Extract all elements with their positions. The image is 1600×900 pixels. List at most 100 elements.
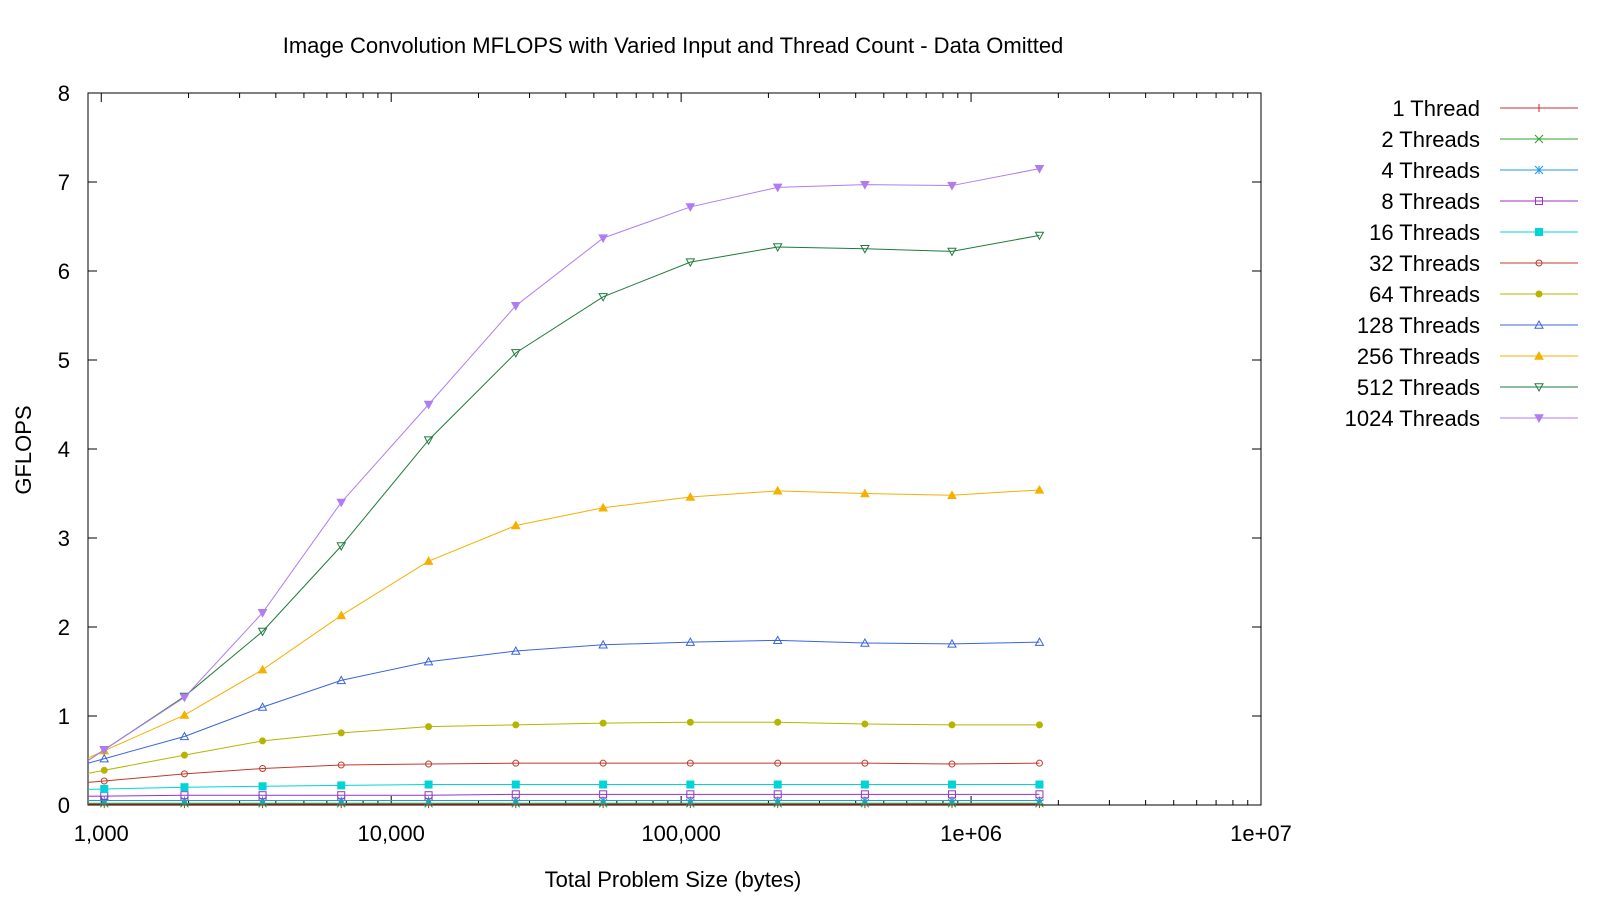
data-point (257, 627, 268, 637)
data-point (598, 639, 608, 649)
legend-marker (1535, 104, 1543, 112)
series-line (87, 762, 1040, 783)
legend-label: 256 Threads (1357, 344, 1480, 369)
data-point (947, 790, 956, 799)
legend-marker (1535, 197, 1543, 205)
data-point (860, 180, 870, 190)
legend-marker (1534, 165, 1544, 175)
legend-item: 16 Threads (1369, 220, 1578, 245)
data-point (423, 400, 434, 410)
data-point (100, 777, 108, 785)
data-point (598, 234, 608, 244)
legend-item: 1024 Threads (1345, 406, 1578, 431)
data-point (510, 520, 521, 530)
data-point (598, 293, 608, 302)
data-point (510, 302, 521, 311)
data-point (948, 721, 956, 729)
data-point (686, 718, 694, 726)
y-tick-label: 5 (58, 348, 70, 373)
axis-ticks: 0 1 2 3 4 5 6 7 8 1,000 10,000 100,000 1e+06 1e+07 (58, 81, 1292, 846)
data-point (772, 485, 783, 495)
data-point (258, 796, 267, 805)
data-point (685, 492, 696, 501)
data-point (180, 791, 189, 800)
data-point (948, 760, 956, 768)
data-point (336, 675, 347, 685)
data-point (336, 542, 347, 552)
series-512-threads (87, 231, 1045, 762)
data-point (179, 731, 190, 741)
data-point (947, 247, 957, 257)
data-point (100, 784, 109, 793)
data-point (336, 610, 347, 620)
data-point (774, 718, 782, 726)
legend-item: 2 Threads (1381, 127, 1578, 152)
data-point (598, 796, 608, 805)
data-point (860, 245, 870, 254)
data-point (180, 751, 188, 759)
data-point (860, 637, 870, 647)
series-128-threads (87, 635, 1045, 764)
data-point (599, 790, 608, 799)
series-line (87, 793, 1040, 797)
data-point (861, 759, 869, 767)
data-point (424, 796, 433, 805)
data-point (510, 349, 521, 358)
data-point (258, 791, 267, 800)
data-point (598, 502, 608, 512)
data-point (179, 710, 190, 719)
x-tick-label: 1,000 (74, 821, 129, 846)
y-tick-label: 8 (58, 81, 70, 106)
data-point (258, 782, 267, 791)
data-point (773, 790, 782, 799)
y-tick-label: 4 (58, 437, 70, 462)
data-point (947, 796, 957, 805)
legend-label: 128 Threads (1357, 313, 1480, 338)
series-8-threads (87, 790, 1044, 801)
data-point (772, 243, 783, 252)
data-point (772, 183, 783, 193)
legend-marker (1535, 259, 1543, 267)
legend-marker (1534, 383, 1544, 393)
data-point (425, 760, 433, 768)
data-point (337, 781, 346, 790)
data-point (1035, 721, 1043, 729)
data-point (686, 759, 694, 767)
series-16-threads (87, 780, 1044, 793)
data-point (424, 791, 433, 800)
series-256-threads (87, 484, 1045, 759)
data-point (337, 791, 346, 800)
data-point (259, 737, 267, 745)
data-point (180, 796, 189, 805)
data-point (685, 796, 695, 805)
data-point (686, 780, 695, 789)
x-tick-label: 100,000 (641, 821, 721, 846)
data-point (860, 790, 869, 799)
x-tick-label: 10,000 (358, 821, 425, 846)
series-32-threads (87, 759, 1043, 785)
data-point (512, 721, 520, 729)
data-point (510, 646, 521, 655)
data-point (774, 759, 782, 767)
data-point (947, 181, 957, 191)
y-tick-label: 7 (58, 170, 70, 195)
data-point (257, 702, 268, 711)
y-tick-label: 1 (58, 704, 70, 729)
data-point (599, 719, 607, 727)
series-line (87, 168, 1040, 761)
data-point (947, 780, 956, 789)
data-point (511, 780, 520, 789)
data-point (1035, 780, 1044, 789)
data-point (860, 488, 870, 498)
data-point (337, 729, 345, 737)
data-point (424, 780, 433, 789)
legend-item: 32 Threads (1369, 251, 1578, 276)
data-point (686, 790, 695, 799)
data-point (860, 796, 870, 805)
legend-item: 64 Threads (1369, 282, 1578, 307)
data-point (947, 490, 957, 499)
series-line (87, 234, 1040, 762)
data-point (511, 796, 521, 805)
legend-label: 2 Threads (1381, 127, 1480, 152)
